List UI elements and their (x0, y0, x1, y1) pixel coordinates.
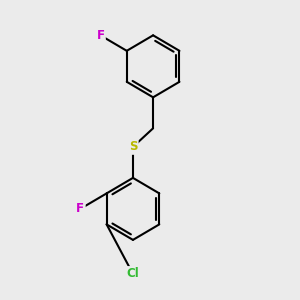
Text: F: F (96, 29, 104, 42)
Text: S: S (129, 140, 137, 153)
Text: Cl: Cl (127, 268, 139, 281)
Text: F: F (76, 202, 84, 215)
